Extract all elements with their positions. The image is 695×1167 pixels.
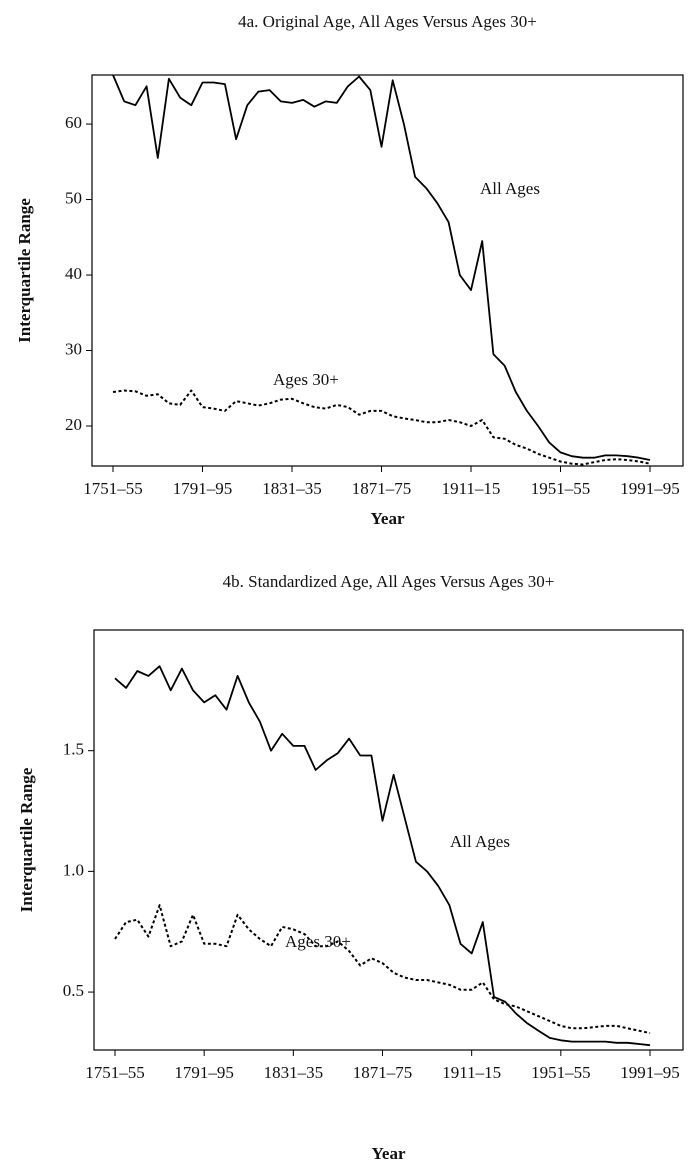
series-annotation: All Ages	[480, 179, 540, 198]
x-tick-label: 1991–95	[620, 1063, 680, 1082]
x-tick-label: 1831–35	[262, 479, 322, 498]
x-tick-label: 1791–95	[173, 479, 233, 498]
y-tick-label: 50	[65, 188, 82, 207]
x-tick-label: 1871–75	[352, 479, 412, 498]
y-tick-label: 1.5	[63, 740, 84, 759]
x-tick-label: 1871–75	[353, 1063, 413, 1082]
y-axis-label: Interquartile Range	[15, 198, 34, 343]
series-line	[112, 389, 651, 466]
plot-frame	[93, 629, 684, 1051]
y-tick-label: 40	[65, 264, 82, 283]
x-tick-label: 1751–55	[85, 1063, 145, 1082]
y-axis-label: Interquartile Range	[17, 767, 36, 912]
chart-title: 4a. Original Age, All Ages Versus Ages 3…	[238, 12, 537, 31]
x-tick-label: 1951–55	[531, 479, 591, 498]
x-axis-label: Year	[371, 509, 405, 528]
x-tick-label: 1951–55	[531, 1063, 591, 1082]
series-line	[114, 665, 651, 1047]
y-tick-label: 30	[65, 339, 82, 358]
chart-title: 4b. Standardized Age, All Ages Versus Ag…	[223, 572, 555, 591]
series-annotation: All Ages	[450, 832, 510, 851]
series-annotation: Ages 30+	[285, 932, 351, 951]
series-line	[112, 74, 651, 461]
x-tick-label: 1991–95	[620, 479, 680, 498]
x-tick-label: 1911–15	[442, 1063, 501, 1082]
x-tick-label: 1911–15	[442, 479, 501, 498]
plot-frame	[91, 74, 684, 467]
x-tick-label: 1791–95	[174, 1063, 234, 1082]
series-line	[114, 904, 651, 1035]
y-tick-label: 20	[65, 415, 82, 434]
y-tick-label: 1.0	[63, 860, 84, 879]
x-tick-label: 1831–35	[264, 1063, 324, 1082]
y-tick-label: 0.5	[63, 981, 84, 1000]
x-tick-label: 1751–55	[83, 479, 143, 498]
y-tick-label: 60	[65, 113, 82, 132]
series-annotation: Ages 30+	[273, 370, 339, 389]
x-axis-label: Year	[372, 1144, 406, 1163]
